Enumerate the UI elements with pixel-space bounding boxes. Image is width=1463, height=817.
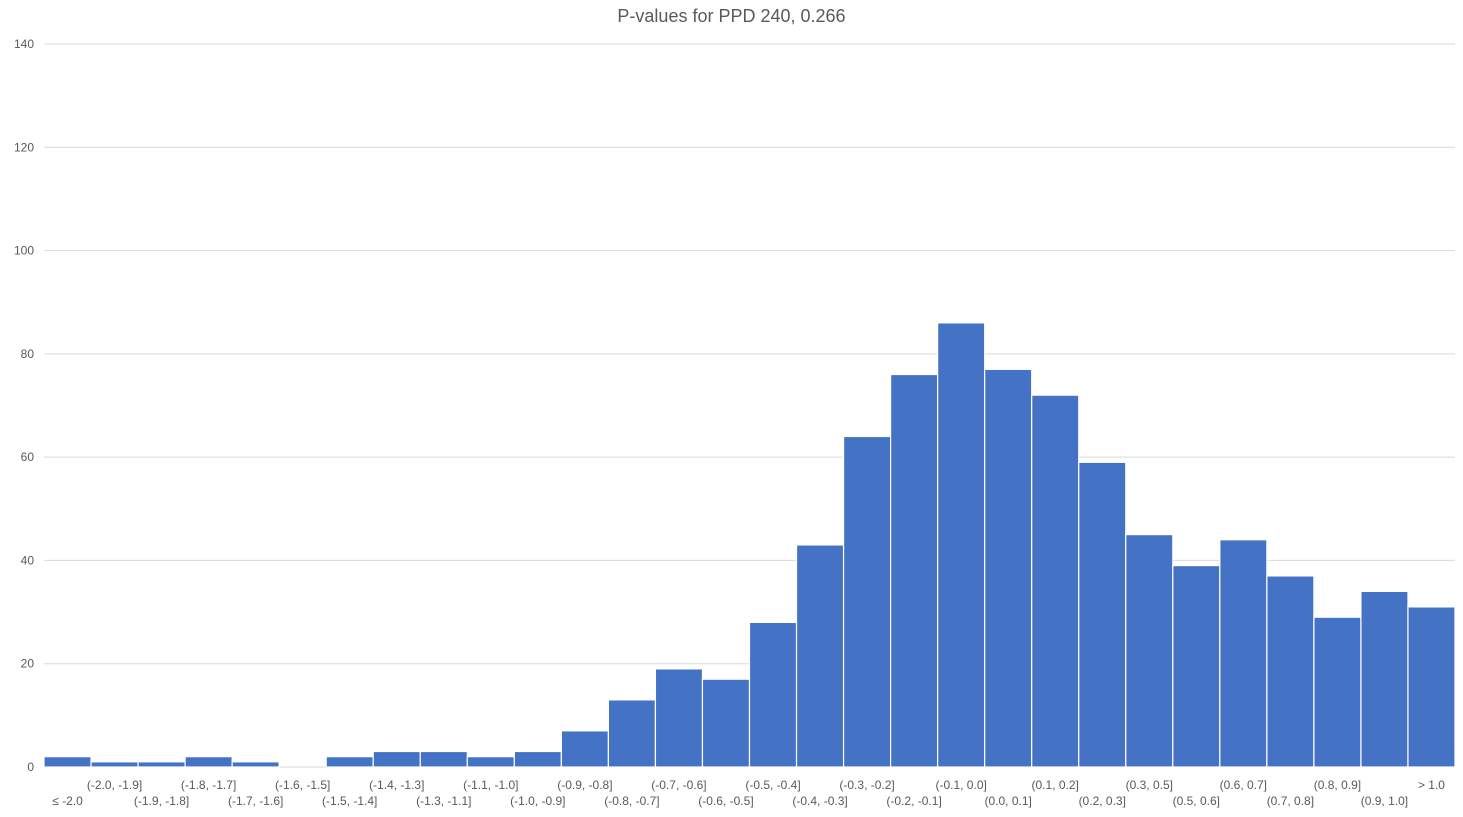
histogram-bar: [560, 730, 609, 768]
histogram-bar: [1360, 590, 1409, 768]
x-tick-label: (-0.1, 0.0]: [935, 778, 986, 792]
y-tick-label: 60: [21, 450, 35, 464]
x-tick-label: (0.9, 1.0]: [1361, 794, 1408, 808]
x-tick-label: (-2.0, -1.9]: [87, 778, 142, 792]
histogram-bar: [372, 750, 421, 768]
x-tick-label: (-1.9, -1.8]: [134, 794, 189, 808]
histogram-bar: [889, 373, 939, 768]
histogram-bar: [419, 750, 468, 768]
histogram-bar: [654, 668, 704, 768]
histogram-bar: [1078, 461, 1127, 768]
x-tick-label: (-0.3, -0.2]: [839, 778, 894, 792]
histogram-bar: [1407, 606, 1456, 768]
histogram-bar: [1313, 616, 1362, 768]
x-tick-label: (-0.6, -0.5]: [698, 794, 753, 808]
x-tick-label: (-1.0, -0.9]: [510, 794, 565, 808]
x-tick-label: (0.1, 0.2]: [1032, 778, 1079, 792]
y-tick-label: 40: [21, 553, 35, 567]
y-tick-label: 120: [14, 140, 34, 154]
histogram-bar: [184, 756, 233, 768]
x-tick-label: (-0.2, -0.1]: [886, 794, 941, 808]
y-tick-label: 80: [21, 347, 35, 361]
x-tick-label: (-1.1, -1.0]: [463, 778, 518, 792]
histogram-bar: [1266, 575, 1315, 768]
histogram-bar: [748, 621, 798, 768]
histogram-bar: [513, 750, 562, 768]
histogram-bar: [607, 699, 657, 768]
y-tick-label: 140: [14, 37, 34, 51]
x-tick-label: (0.0, 0.1]: [984, 794, 1031, 808]
x-tick-label: (-1.5, -1.4]: [322, 794, 377, 808]
histogram-bar: [43, 756, 92, 768]
y-tick-label: 20: [21, 657, 35, 671]
histogram-bar: [1172, 564, 1221, 768]
histogram-bar: [1031, 394, 1080, 768]
x-tick-label: (-0.8, -0.7]: [604, 794, 659, 808]
x-tick-label: (0.3, 0.5]: [1126, 778, 1173, 792]
histogram-bar: [937, 322, 986, 768]
y-tick-label: 0: [27, 760, 34, 774]
histogram-bar: [231, 761, 280, 768]
histogram-bar: [137, 761, 186, 768]
histogram-bar: [984, 368, 1033, 768]
histogram-bar: [795, 544, 845, 768]
histogram-bar: [701, 678, 751, 768]
x-tick-label: (-1.3, -1.1]: [416, 794, 471, 808]
x-tick-label: (-1.6, -1.5]: [275, 778, 330, 792]
histogram-bar: [90, 761, 139, 768]
histogram-bar: [325, 756, 374, 768]
x-tick-label: (-0.4, -0.3]: [792, 794, 847, 808]
x-tick-label: (0.8, 0.9]: [1314, 778, 1361, 792]
x-tick-label: ≤ -2.0: [52, 794, 83, 808]
x-tick-label: (-0.7, -0.6]: [651, 778, 706, 792]
histogram-bar: [1219, 539, 1268, 768]
chart-title: P-values for PPD 240, 0.266: [617, 6, 846, 26]
histogram-bar: [466, 756, 515, 768]
histogram-bar: [842, 435, 892, 768]
x-tick-label: (0.6, 0.7]: [1220, 778, 1267, 792]
x-tick-label: (0.2, 0.3]: [1079, 794, 1126, 808]
x-tick-label: > 1.0: [1418, 778, 1445, 792]
x-tick-label: (-1.7, -1.6]: [228, 794, 283, 808]
x-tick-label: (-1.4, -1.3]: [369, 778, 424, 792]
x-tick-label: (-0.9, -0.8]: [557, 778, 612, 792]
histogram-bar: [1125, 534, 1174, 768]
x-tick-label: (-0.5, -0.4]: [745, 778, 800, 792]
x-tick-label: (0.7, 0.8]: [1267, 794, 1314, 808]
x-tick-label: (0.5, 0.6]: [1173, 794, 1220, 808]
y-tick-label: 100: [14, 244, 34, 258]
x-tick-label: (-1.8, -1.7]: [181, 778, 236, 792]
